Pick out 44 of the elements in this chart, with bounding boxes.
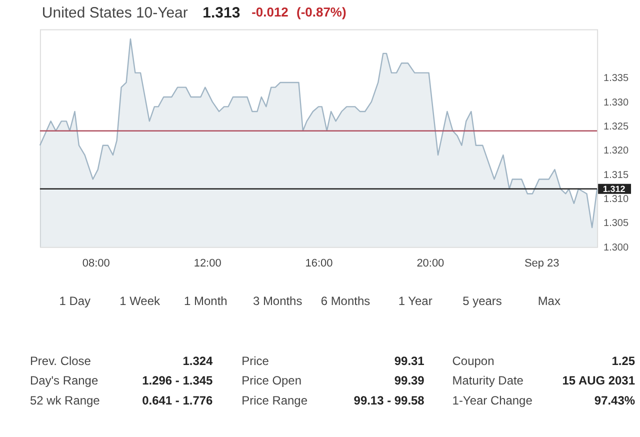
x-tick-label: 16:00 bbox=[305, 257, 333, 270]
text: Prev. Close bbox=[30, 354, 92, 368]
text: Price Range bbox=[242, 394, 308, 408]
y-tick-label: 1.315 bbox=[604, 170, 629, 181]
text: Coupon bbox=[452, 354, 494, 368]
text: 97.43% bbox=[594, 394, 636, 408]
text: 1 Month bbox=[184, 294, 228, 308]
text: 99.13 - 99.58 bbox=[354, 394, 425, 408]
y-tick-label: 1.305 bbox=[604, 218, 629, 230]
x-tick-label: 20:00 bbox=[416, 257, 444, 270]
text: 15 AUG 2031 bbox=[562, 374, 636, 388]
text: Day's Range bbox=[30, 374, 98, 388]
text: 52 wk Range bbox=[30, 394, 100, 408]
text: 0.641 - 1.776 bbox=[142, 394, 214, 408]
y-tick-label: 1.335 bbox=[604, 73, 629, 84]
y-tick-label: 1.320 bbox=[604, 146, 629, 157]
text: 1-Year Change bbox=[452, 394, 533, 408]
text: 99.31 bbox=[394, 354, 425, 368]
y-tick-label: 1.325 bbox=[604, 122, 629, 133]
text: Price Open bbox=[242, 374, 302, 388]
text: 99.39 bbox=[394, 374, 425, 388]
text: 1 Year bbox=[398, 294, 432, 308]
x-tick-label: 08:00 bbox=[82, 257, 110, 270]
text: Max bbox=[538, 294, 560, 308]
text: 1.25 bbox=[612, 354, 636, 368]
y-tick-label: 1.300 bbox=[604, 242, 629, 254]
y-tick-label: 1.310 bbox=[604, 194, 629, 206]
text: 1 Week bbox=[120, 294, 160, 308]
text: (-0.87%) bbox=[296, 4, 346, 20]
text: Price bbox=[242, 354, 270, 368]
text: 1.313 bbox=[202, 4, 240, 22]
x-tick-label: Sep 23 bbox=[524, 257, 560, 270]
text: 5 years bbox=[462, 294, 502, 308]
text: 6 Months bbox=[320, 294, 370, 308]
text: Maturity Date bbox=[452, 374, 524, 388]
y-tick-label: 1.330 bbox=[604, 97, 629, 108]
chart-title: United States 10-Year bbox=[42, 4, 188, 22]
text: 3 Months bbox=[252, 294, 302, 308]
text: 1.296 - 1.345 bbox=[142, 374, 214, 388]
text: 1 Day bbox=[59, 294, 91, 308]
ref-line-label: 1.312 bbox=[602, 184, 626, 194]
text: 1.324 bbox=[182, 354, 214, 368]
text: -0.012 bbox=[252, 4, 288, 20]
x-tick-label: 12:00 bbox=[194, 257, 222, 270]
